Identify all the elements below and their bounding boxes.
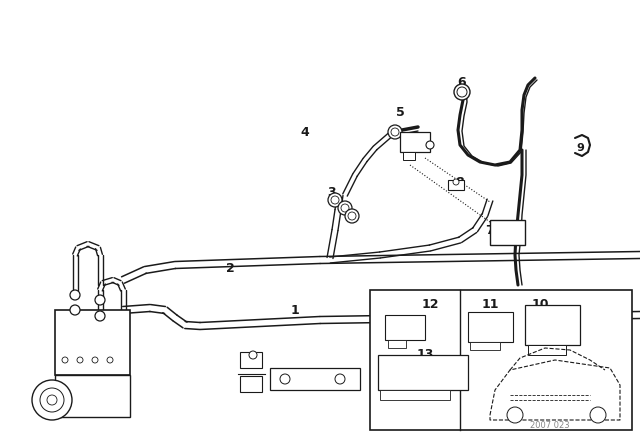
Text: 15: 15 (239, 353, 257, 366)
Circle shape (454, 84, 470, 100)
Circle shape (345, 209, 359, 223)
Text: 12: 12 (421, 298, 439, 311)
Circle shape (95, 311, 105, 321)
Bar (468, 312, 513, 342)
Text: 10: 10 (531, 298, 548, 311)
Circle shape (338, 201, 352, 215)
Bar (385, 315, 425, 340)
Bar (240, 376, 262, 392)
Circle shape (40, 388, 64, 412)
Bar (525, 305, 580, 345)
Text: 6: 6 (458, 76, 467, 89)
Circle shape (107, 357, 113, 363)
Circle shape (77, 357, 83, 363)
Bar (490, 220, 525, 245)
Circle shape (92, 357, 98, 363)
Bar (270, 368, 360, 390)
Text: 3: 3 (328, 185, 336, 198)
Circle shape (426, 141, 434, 149)
Text: 13: 13 (416, 349, 434, 362)
Circle shape (70, 305, 80, 315)
Circle shape (62, 357, 68, 363)
Text: 1: 1 (291, 303, 300, 316)
Circle shape (70, 290, 80, 300)
Bar (400, 132, 430, 152)
Bar (528, 345, 566, 355)
Circle shape (32, 380, 72, 420)
Circle shape (341, 204, 349, 212)
Circle shape (335, 374, 345, 384)
Circle shape (331, 196, 339, 204)
Text: 16: 16 (239, 379, 257, 392)
Circle shape (280, 374, 290, 384)
Text: 2: 2 (226, 262, 234, 275)
Bar (55, 310, 130, 375)
Circle shape (95, 295, 105, 305)
Text: 5: 5 (396, 105, 404, 119)
Text: 4: 4 (301, 125, 309, 138)
Circle shape (453, 179, 459, 185)
Bar (470, 342, 500, 350)
Text: 8: 8 (456, 177, 464, 190)
Circle shape (590, 407, 606, 423)
Bar (55, 375, 130, 417)
Circle shape (47, 395, 57, 405)
Circle shape (457, 87, 467, 97)
Text: 7: 7 (486, 224, 494, 237)
Circle shape (328, 193, 342, 207)
Circle shape (391, 128, 399, 136)
Bar (378, 355, 468, 390)
Circle shape (388, 125, 402, 139)
Bar (380, 390, 450, 400)
Bar (388, 340, 406, 348)
Text: 9: 9 (576, 143, 584, 153)
Text: 2007 023: 2007 023 (530, 421, 570, 430)
Bar (370, 290, 632, 430)
Text: 14: 14 (286, 374, 304, 387)
Bar (240, 352, 262, 368)
Circle shape (507, 407, 523, 423)
Bar (403, 152, 415, 160)
Circle shape (249, 351, 257, 359)
Circle shape (348, 212, 356, 220)
Bar (448, 180, 464, 190)
Text: 11: 11 (481, 298, 499, 311)
